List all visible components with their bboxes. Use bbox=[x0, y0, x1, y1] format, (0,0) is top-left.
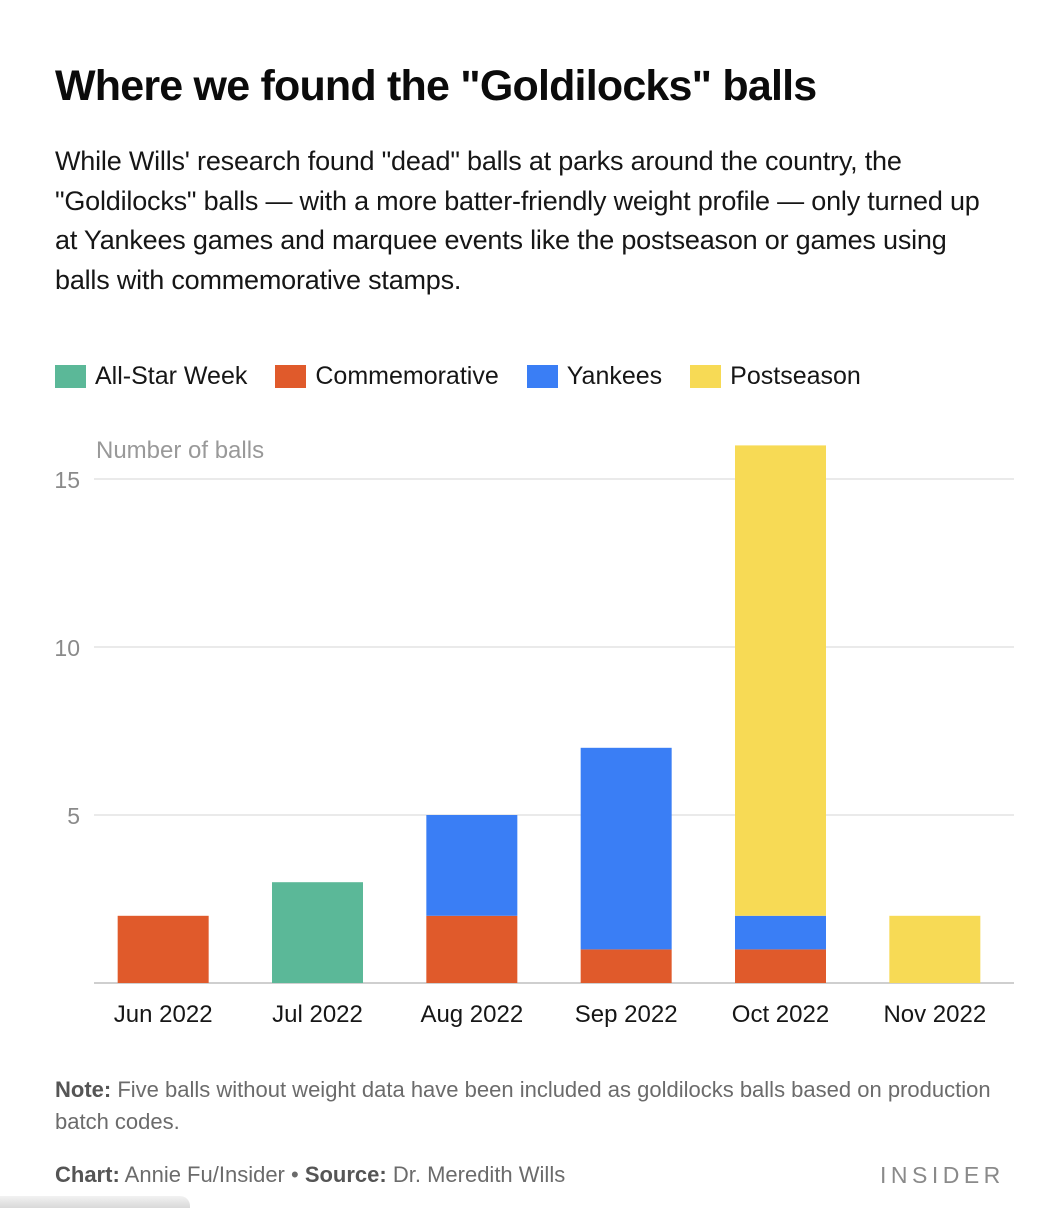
legend-swatch bbox=[690, 365, 722, 388]
legend-item-commemorative: Commemorative bbox=[275, 362, 499, 391]
bar-segment-all-star-week bbox=[272, 882, 363, 983]
source-label: Source: bbox=[304, 1162, 387, 1187]
bar-segment-commemorative bbox=[117, 915, 209, 983]
x-tick-label: Nov 2022 bbox=[883, 1001, 986, 1028]
y-tick-label: 10 bbox=[54, 635, 80, 661]
x-tick-label: Oct 2022 bbox=[732, 1001, 829, 1028]
legend: All-Star Week Commemorative Yankees Post… bbox=[55, 362, 889, 391]
insider-logo: INSIDER bbox=[880, 1162, 1005, 1188]
chart-subtitle: While Wills' research found "dead" balls… bbox=[55, 146, 980, 295]
chart-title: Where we found the "Goldilocks" balls bbox=[55, 62, 817, 110]
bar-segment-yankees bbox=[426, 815, 518, 916]
chart-credit-label: Chart: bbox=[55, 1162, 120, 1187]
legend-item-yankees: Yankees bbox=[526, 362, 663, 391]
legend-label: Postseason bbox=[730, 362, 861, 390]
legend-label: All-Star Week bbox=[95, 362, 248, 390]
note-text: Five balls without weight data have been… bbox=[55, 1077, 991, 1134]
legend-swatch bbox=[526, 365, 558, 388]
y-tick-label: 15 bbox=[54, 467, 80, 493]
legend-swatch bbox=[55, 365, 86, 388]
bar-segment-commemorative bbox=[426, 915, 518, 983]
bar-segment-postseason bbox=[735, 445, 826, 916]
note-label: Note: bbox=[55, 1077, 112, 1102]
x-tick-label: Aug 2022 bbox=[420, 1001, 523, 1028]
legend-item-postseason: Postseason bbox=[690, 362, 861, 391]
chart-note: Note: Five balls without weight data hav… bbox=[55, 1074, 995, 1138]
x-tick-label: Sep 2022 bbox=[575, 1001, 678, 1028]
bar-segment-yankees bbox=[580, 747, 672, 950]
y-tick-label: 5 bbox=[67, 803, 80, 829]
legend-label: Yankees bbox=[566, 362, 663, 390]
legend-swatch bbox=[275, 365, 307, 388]
bar-segment-postseason bbox=[889, 915, 981, 983]
legend-item-all-star-week: All-Star Week bbox=[55, 362, 247, 391]
x-tick-label: Jun 2022 bbox=[114, 1001, 213, 1028]
x-tick-label: Jul 2022 bbox=[272, 1001, 363, 1028]
source-text: Dr. Meredith Wills bbox=[386, 1162, 566, 1187]
chart-credit-text: Annie Fu/Insider • bbox=[119, 1162, 305, 1187]
bottom-edge-shadow bbox=[0, 1196, 190, 1208]
y-axis-label: Number of balls bbox=[96, 437, 264, 464]
chart-credits: Chart: Annie Fu/Insider • Source: Dr. Me… bbox=[55, 1162, 565, 1188]
chart-plot: Number of balls 5 10 15 Jun 2022 Jul 2022 Au… bbox=[54, 437, 1014, 1028]
bar-segment-yankees bbox=[735, 915, 826, 950]
bar-segment-commemorative bbox=[580, 949, 672, 983]
bar-segment-commemorative bbox=[735, 949, 826, 983]
legend-label: Commemorative bbox=[315, 362, 499, 390]
